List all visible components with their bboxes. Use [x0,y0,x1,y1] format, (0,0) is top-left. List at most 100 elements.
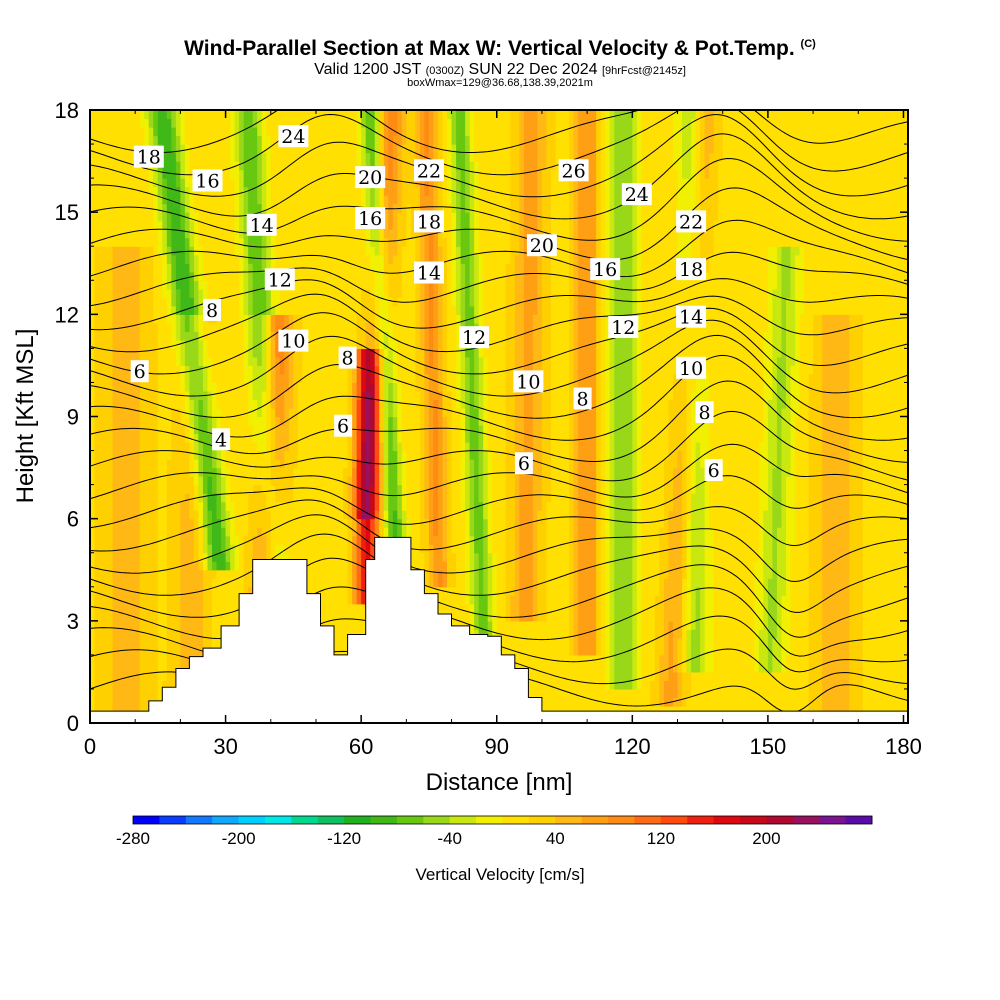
contour-label-text: 6 [134,361,146,383]
colorbar-swatch [502,816,530,824]
contour-label-text: 24 [281,126,305,148]
colorbar-tick-label: -120 [327,829,361,848]
contour-label-text: 6 [337,416,349,438]
contour-label-text: 8 [699,402,711,424]
theta-contour-line [90,514,908,583]
colorbar-swatch [423,816,451,824]
contour-label-text: 18 [679,259,703,281]
contour-label-text: 22 [417,160,441,182]
theta-contour-line [90,187,908,261]
y-tick-label: 15 [55,200,79,225]
contour-label-text: 8 [206,300,218,322]
colorbar-tick-label: -40 [437,829,462,848]
colorbar-swatch [370,816,398,824]
axes: 0 30 60 90 120 150 180 0 3 6 9 12 15 18 [55,98,922,759]
colorbar-swatch [845,816,873,824]
colorbar-swatch [792,816,820,824]
contour-label-text: 12 [268,269,292,291]
contour-label: 10 [513,370,544,393]
colorbar-swatch [133,816,160,824]
contour-label-text: 22 [679,211,703,233]
theta-contour-line [90,533,908,613]
theta-contour-line [90,251,908,307]
contour-label-text: 16 [358,208,382,230]
x-tick-label: 180 [885,734,922,759]
x-axis-title: Distance [nm] [426,769,573,796]
contour-label: 6 [130,360,149,383]
contour-label: 14 [414,261,444,285]
contour-label-text: 12 [611,317,635,339]
contour-label-text: 12 [462,327,486,349]
contour-label-text: 6 [518,453,530,475]
contour-label-text: 20 [358,167,382,189]
theta-contour-line [90,410,908,482]
x-tick-label: 60 [349,734,373,759]
theta-contour-line [90,557,908,638]
valid-zulu: (0300Z) [425,65,465,77]
contour-label: 18 [414,210,444,233]
contour-label: 14 [676,305,707,329]
chart-subtitle: Valid 1200 JST (0300Z) SUN 22 Dec 2024 [… [0,61,1000,79]
colorbar-swatch [687,816,715,824]
y-tick-label: 18 [55,98,79,123]
x-tick-label: 0 [84,734,96,759]
contour-label: 22 [414,159,444,182]
contour-label-text: 16 [593,259,617,281]
colorbar-swatch [212,816,239,824]
contour-label-text: 16 [195,171,219,193]
contour-label: 20 [526,234,557,257]
contour-label-text: 18 [137,147,161,169]
valid-date: SUN 22 Dec 2024 [468,61,598,78]
y-tick-label: 3 [67,609,79,634]
contour-label-text: 6 [708,460,720,482]
theta-contour-line [90,278,908,331]
colorbar-frame [132,815,873,825]
x-tick-label: 150 [750,734,787,759]
chart-title: Wind-Parallel Section at Max W: Vertical… [0,37,1000,61]
y-tick-label: 12 [55,302,79,327]
colorbar-swatch [344,816,371,824]
theta-contour-line [90,319,908,397]
forecast-info: [9hrFcst@2145z] [601,65,686,77]
contour-label: 20 [355,166,386,189]
contour-label-text: 14 [679,307,703,329]
contour-label-text: 14 [250,215,274,237]
contour-label: 18 [133,145,164,169]
contour-label: 24 [621,183,652,206]
y-tick-label: 9 [67,405,79,430]
contour-label: 24 [278,125,309,148]
colorbar-swatch [660,816,688,824]
theta-contour-line [90,219,908,278]
contour-label: 22 [676,210,707,233]
contour-label: 6 [704,459,723,482]
contour-label: 14 [246,213,277,237]
colorbar-swatch [238,816,266,824]
colorbar-swatch [449,816,477,824]
contour-label-text: 20 [530,235,554,257]
contour-label: 26 [558,159,589,182]
theta-contour-line [90,475,908,529]
x-tick-label: 90 [484,734,508,759]
colorbar-swatch [528,816,556,824]
theta-contour-line [90,443,908,500]
theta-contour-line [90,293,908,353]
x-tick-label: 30 [213,734,237,759]
colorbar-swatch [396,816,424,824]
contour-label: 8 [203,298,221,322]
y-axis-title: Height [Kft MSL] [12,329,39,504]
contour-label-text: 4 [215,429,227,451]
contour-label-text: 8 [577,389,589,411]
theta-contour-line [90,133,908,220]
contour-label: 12 [608,316,639,339]
contour-label: 12 [459,326,490,349]
colorbar-swatch [713,816,741,824]
colorbar-swatch [317,816,345,824]
copyright-mark: (C) [800,38,816,50]
contour-labels: 18 16 24 14 12 10 8 6 4 20 16 8 6 22 18 14 12 10 6 26 20 16 8 2… [130,125,723,482]
colorbar-swatch [608,816,635,824]
contour-label: 6 [334,414,353,438]
colorbar-swatch [291,816,319,824]
theta-contour-line [90,334,908,419]
contour-label: 8 [573,387,592,411]
